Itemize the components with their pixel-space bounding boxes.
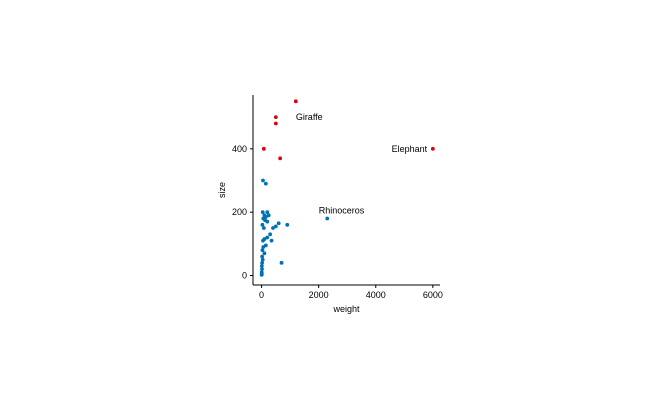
data-point-blue [260, 222, 265, 227]
data-point-red [273, 121, 278, 126]
data-point-blue [266, 213, 271, 218]
data-point-blue [261, 238, 265, 243]
data-point-blue [265, 210, 270, 215]
data-point-blue [260, 210, 265, 215]
point-label: Elephant [392, 144, 428, 154]
data-point-blue [279, 260, 284, 265]
data-point-red [278, 156, 283, 161]
data-point-blue [273, 224, 278, 229]
y-axis-title: size [217, 182, 227, 198]
x-tick-label: 6000 [423, 290, 443, 300]
data-point-blue [260, 260, 265, 265]
data-point-red [261, 146, 266, 151]
data-point-blue [260, 248, 265, 253]
data-point-blue [271, 226, 275, 230]
point-label: Giraffe [296, 112, 323, 122]
data-point-blue [260, 254, 265, 259]
data-point-blue [269, 238, 274, 243]
data-point-blue [265, 219, 270, 224]
x-tick-label: 4000 [366, 290, 386, 300]
axes [252, 95, 440, 286]
ticks: 0 2000 4000 6000 0 200 400 [232, 144, 443, 300]
y-tick-label: 400 [232, 144, 247, 154]
data-point-blue [260, 257, 265, 262]
data-point-blue [260, 267, 264, 272]
data-points [259, 99, 435, 277]
data-point-blue [265, 235, 270, 240]
data-point-blue [262, 251, 267, 256]
data-point-blue [263, 215, 268, 219]
x-axis-title: weight [332, 304, 360, 314]
annotations: Giraffe Elephant Rhinoceros [296, 112, 428, 215]
data-point-red [293, 99, 298, 104]
data-point-blue [261, 245, 266, 249]
data-point-red [273, 115, 278, 120]
data-point-blue [259, 264, 264, 268]
data-point-red [430, 146, 435, 151]
data-point-blue [276, 221, 281, 226]
data-point-blue [259, 272, 264, 277]
x-tick-label: 0 [259, 290, 264, 300]
data-point-blue [261, 226, 266, 230]
data-point-blue [261, 178, 265, 183]
y-tick-label: 0 [242, 271, 247, 281]
x-tick-label: 2000 [309, 290, 329, 300]
y-tick-label: 200 [232, 207, 247, 217]
point-label: Rhinoceros [319, 206, 365, 216]
data-point-blue [263, 181, 268, 186]
data-point-blue [268, 232, 273, 237]
data-point-blue [285, 222, 290, 227]
data-point-blue [325, 216, 330, 221]
